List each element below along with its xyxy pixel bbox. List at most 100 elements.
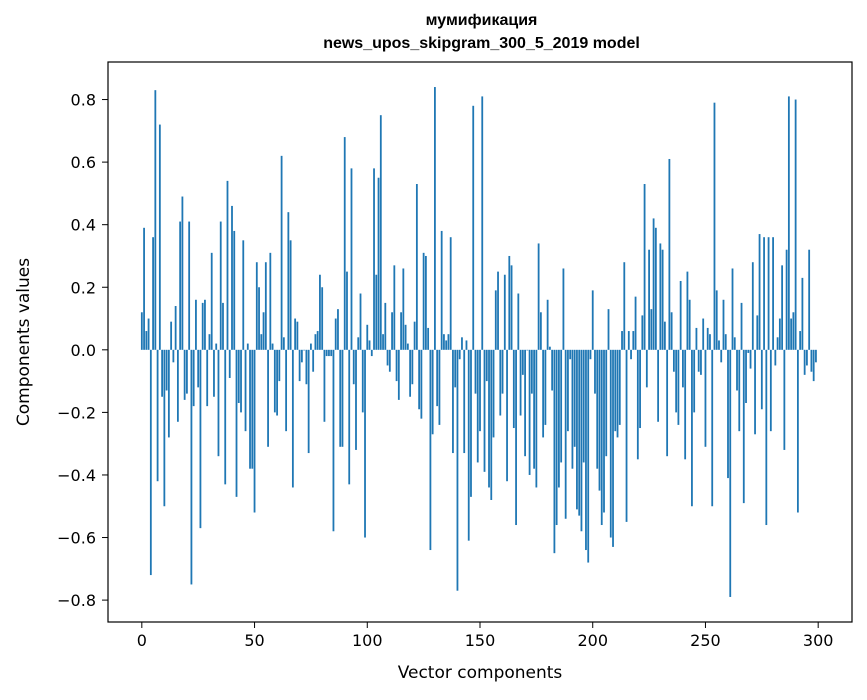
bar (555, 349, 558, 526)
bar (152, 237, 154, 350)
bar (627, 331, 630, 350)
bar (195, 299, 197, 350)
bar (447, 334, 450, 350)
bar (742, 349, 745, 504)
bar (481, 96, 484, 350)
bar (573, 349, 576, 447)
bar (530, 349, 533, 394)
bar (704, 349, 707, 447)
bar (564, 349, 567, 519)
bar (815, 349, 817, 363)
bar (684, 349, 687, 460)
bar (596, 349, 599, 469)
bar (657, 349, 660, 422)
bar (702, 318, 705, 350)
bar (411, 349, 414, 385)
bar (208, 334, 211, 350)
bar (348, 349, 351, 485)
bar (535, 349, 538, 488)
x-tick-label: 250 (690, 631, 721, 650)
bar (377, 177, 380, 350)
bar (319, 274, 321, 350)
bar (609, 349, 612, 538)
bar (616, 349, 619, 438)
bar (467, 349, 470, 541)
bar (260, 334, 263, 350)
x-tick-label: 50 (244, 631, 264, 650)
bar (670, 312, 673, 350)
bar (645, 349, 648, 388)
bar (607, 309, 610, 350)
bar (720, 349, 723, 363)
bar (300, 349, 303, 363)
bar (443, 334, 445, 350)
bar (582, 349, 585, 463)
bar (718, 340, 720, 350)
bar (650, 309, 653, 350)
bar (490, 349, 493, 500)
bar (632, 331, 635, 350)
bar (769, 349, 772, 432)
bar (373, 168, 375, 350)
bar (294, 318, 297, 350)
bar (706, 327, 709, 350)
bar (337, 309, 339, 350)
bar (413, 321, 416, 350)
bar (332, 349, 335, 532)
bar (580, 349, 583, 532)
bar (341, 349, 344, 447)
bar (643, 184, 646, 350)
bar (772, 237, 774, 350)
y-tick-label: −0.2 (57, 403, 96, 422)
bar (404, 324, 407, 350)
bar (711, 349, 714, 507)
bar (215, 343, 218, 350)
bar (167, 349, 170, 438)
bar (156, 349, 159, 482)
bar (539, 312, 542, 350)
bar (558, 349, 560, 488)
bar (790, 318, 793, 350)
bar (476, 349, 479, 463)
bar (521, 349, 524, 375)
bar (492, 349, 495, 438)
bar (181, 196, 184, 350)
bar (767, 237, 770, 350)
bar (754, 349, 756, 435)
bar (436, 349, 439, 407)
bar (576, 349, 578, 510)
bar (172, 349, 175, 363)
bar (548, 346, 551, 350)
bar (727, 349, 729, 479)
bar (682, 349, 684, 388)
bar (465, 340, 468, 350)
bar (693, 349, 696, 413)
bar (154, 90, 157, 350)
bar (445, 340, 448, 350)
bar (794, 99, 797, 350)
axis-ticks: 0 50 100 150 200 250 300 −0.8 −0.6 −0.4 −0.2 0.0 0.2… (57, 91, 833, 650)
bar (330, 349, 333, 357)
x-tick-label: 100 (352, 631, 383, 650)
bar (612, 349, 614, 547)
y-tick-label: −0.8 (57, 591, 96, 610)
bar (722, 299, 725, 350)
bar (219, 221, 222, 350)
bar (287, 212, 290, 350)
bar (648, 249, 650, 350)
bar (654, 227, 657, 350)
bar (228, 349, 231, 378)
bar (316, 331, 319, 350)
bar (668, 158, 671, 350)
bar (760, 349, 763, 410)
bar (553, 349, 556, 554)
bar (659, 243, 662, 350)
bar (244, 349, 247, 432)
bar (560, 349, 563, 463)
bar (731, 268, 734, 350)
bar (713, 102, 716, 350)
bar (149, 349, 152, 576)
bar (778, 318, 781, 350)
bar (803, 349, 806, 375)
bar (751, 262, 754, 350)
